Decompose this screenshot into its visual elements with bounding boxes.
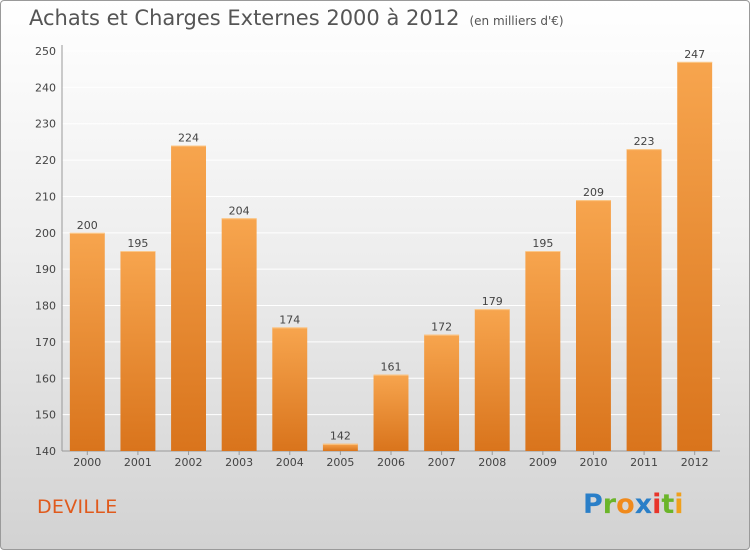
bar: [221, 218, 257, 451]
y-tick-label: 160: [35, 372, 56, 385]
x-tick-label: 2003: [225, 456, 253, 469]
data-label: 179: [482, 295, 503, 308]
chart-title: Achats et Charges Externes 2000 à 2012 (e…: [29, 6, 564, 30]
y-tick-label: 170: [35, 336, 56, 349]
data-label: 224: [178, 132, 199, 145]
data-label: 142: [330, 430, 351, 443]
bar: [322, 443, 358, 451]
y-tick-label: 200: [35, 227, 56, 240]
title-text: Achats et Charges Externes 2000 à 2012: [29, 6, 460, 30]
commune-name: DEVILLE: [37, 496, 118, 518]
bar: [626, 149, 662, 451]
x-tick-label: 2006: [377, 456, 405, 469]
x-tick-label: 2001: [124, 456, 152, 469]
bar: [424, 334, 460, 451]
x-tick-label: 2004: [276, 456, 304, 469]
unit-label: (en milliers d'€): [469, 14, 564, 28]
x-tick-label: 2002: [175, 456, 203, 469]
bar: [525, 251, 561, 451]
bar: [677, 61, 713, 452]
bar: [272, 327, 308, 451]
logo-letter: r: [602, 489, 617, 520]
bar: [120, 251, 156, 451]
data-label: 204: [229, 204, 250, 217]
data-label: 174: [279, 313, 300, 326]
x-tick-label: 2007: [428, 456, 456, 469]
data-label: 172: [431, 321, 452, 334]
x-tick-label: 2010: [579, 456, 607, 469]
y-tick-label: 140: [35, 445, 56, 458]
y-tick-label: 220: [35, 154, 56, 167]
x-tick-label: 2000: [73, 456, 101, 469]
logo-letter: i: [652, 489, 662, 520]
data-label: 161: [381, 361, 402, 374]
y-tick-label: 230: [35, 118, 56, 131]
logo-letter: o: [616, 489, 635, 520]
y-tick-label: 150: [35, 409, 56, 422]
y-tick-label: 190: [35, 263, 56, 276]
x-tick-label: 2008: [478, 456, 506, 469]
bar: [171, 145, 207, 451]
y-tick-label: 240: [35, 81, 56, 94]
data-label: 200: [77, 219, 98, 232]
x-tick-label: 2012: [681, 456, 709, 469]
data-label: 247: [684, 48, 705, 61]
y-tick-label: 250: [35, 45, 56, 58]
data-label: 223: [634, 135, 655, 148]
data-label: 195: [532, 237, 553, 250]
logo-letter: i: [674, 489, 684, 520]
x-tick-label: 2011: [630, 456, 658, 469]
x-tick-label: 2009: [529, 456, 557, 469]
bar: [69, 232, 105, 451]
x-tick-label: 2005: [326, 456, 354, 469]
y-tick-label: 180: [35, 300, 56, 313]
proxiti-logo: Proxiti: [583, 489, 684, 520]
data-label: 209: [583, 186, 604, 199]
bar: [373, 374, 409, 451]
bar: [575, 200, 611, 451]
logo-letter: x: [634, 489, 653, 520]
y-tick-label: 210: [35, 190, 56, 203]
data-label: 195: [127, 237, 148, 250]
bar: [474, 309, 510, 451]
logo-letter: t: [661, 489, 675, 520]
logo-letter: P: [583, 489, 603, 520]
